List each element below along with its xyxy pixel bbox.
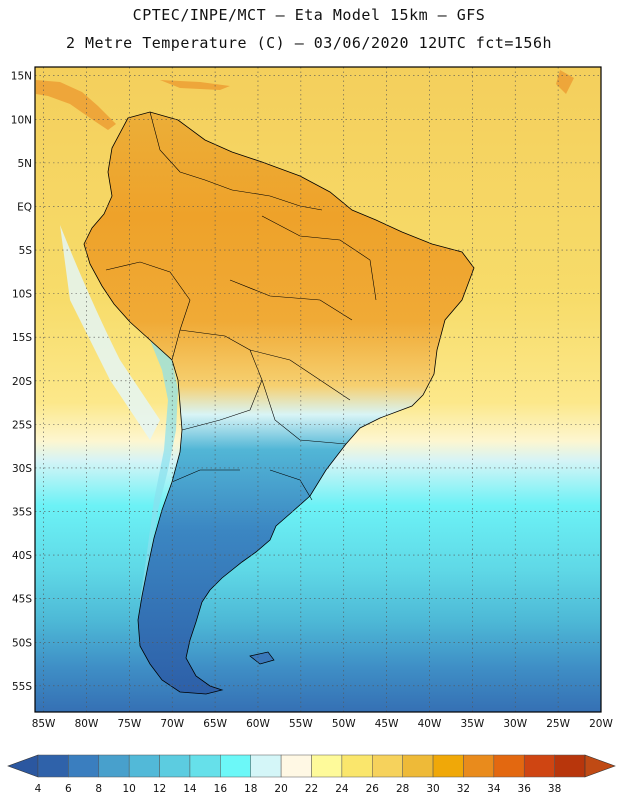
colorbar-tick-label: 34 <box>487 783 501 795</box>
colorbar-swatch <box>220 754 251 778</box>
colorbar-under-arrow <box>7 754 39 778</box>
colorbar-tick-label: 12 <box>153 783 166 795</box>
colorbar-swatch <box>463 754 495 778</box>
lat-label: 55S <box>12 681 32 693</box>
map-frame <box>34 66 602 713</box>
lat-label: 20S <box>12 376 32 388</box>
lon-label: 55W <box>289 718 313 730</box>
colorbar-swatch <box>250 754 282 778</box>
colorbar-swatch <box>341 754 373 778</box>
colorbar-tick-label: 32 <box>457 783 470 795</box>
colorbar-swatch <box>523 754 555 778</box>
colorbar-tick-label: 10 <box>122 783 135 795</box>
lat-label: EQ <box>17 201 32 213</box>
colorbar-tick-label: 24 <box>335 783 349 795</box>
map-subtitle: 2 Metre Temperature (C) – 03/06/2020 12U… <box>65 34 553 52</box>
colorbar-swatch <box>68 754 100 778</box>
lat-label: 45S <box>12 594 32 606</box>
colorbar-tick-label: 26 <box>366 783 380 795</box>
colorbar-tick-label: 22 <box>305 783 318 795</box>
colorbar-swatch <box>402 754 434 778</box>
lon-label: 35W <box>460 718 484 730</box>
lat-label: 15N <box>11 71 32 83</box>
central-america-landmass <box>36 80 116 130</box>
colorbar-swatch <box>432 754 464 778</box>
lon-label: 30W <box>503 718 527 730</box>
lon-label: 40W <box>418 718 442 730</box>
colorbar-tick-label: 6 <box>65 783 72 795</box>
colorbar-swatch <box>98 754 130 778</box>
colorbar-swatch <box>280 754 312 778</box>
map-title: CPTEC/INPE/MCT – Eta Model 15km – GFS <box>132 6 486 24</box>
lon-label: 65W <box>203 718 227 730</box>
colorbar-swatch <box>128 754 160 778</box>
colorbar-swatch <box>189 754 221 778</box>
lat-label: 35S <box>12 507 32 519</box>
latitude-labels: 15N 10N 5N EQ 5S 10S 15S 20S 25S 30S 35S 40S 45S 50S 5… <box>11 71 33 693</box>
colorbar-tick-label: 16 <box>214 783 228 795</box>
colorbar-tick-label: 20 <box>274 783 287 795</box>
lat-label: 50S <box>12 637 32 649</box>
colorbar-swatch <box>372 754 403 778</box>
lat-label: 10S <box>12 289 32 301</box>
lat-label: 30S <box>12 463 32 475</box>
colorbar-tick-label: 36 <box>518 783 532 795</box>
lon-label: 20W <box>589 718 613 730</box>
lon-label: 80W <box>75 718 99 730</box>
colorbar-tick-label: 30 <box>426 783 439 795</box>
lat-label: 15S <box>12 332 32 344</box>
lon-label: 45W <box>375 718 399 730</box>
lon-label: 25W <box>546 718 570 730</box>
lat-label: 5N <box>17 158 32 170</box>
colorbar-tick-label: 14 <box>183 783 197 795</box>
colorbar-swatch <box>554 754 586 778</box>
colorbar: 4 6 8 10 12 14 16 18 20 22 24 26 28 30 32 34 36 38 <box>7 754 616 795</box>
lon-label: 75W <box>117 718 141 730</box>
lat-label: 10N <box>11 114 32 126</box>
lat-label: 40S <box>12 550 32 562</box>
lat-label: 25S <box>12 419 32 431</box>
colorbar-over-arrow <box>584 754 616 778</box>
longitude-labels: 85W 80W 75W 70W 65W 60W 55W 50W 45W 40W 35W 30W 25W 2… <box>32 718 614 730</box>
colorbar-tick-label: 8 <box>95 783 102 795</box>
lon-label: 85W <box>32 718 56 730</box>
colorbar-swatch <box>37 754 69 778</box>
lat-label: 5S <box>19 245 33 257</box>
lon-label: 50W <box>332 718 356 730</box>
colorbar-tick-label: 4 <box>35 783 42 795</box>
lon-label: 60W <box>246 718 270 730</box>
colorbar-tick-label: 18 <box>244 783 257 795</box>
colorbar-tick-label: 38 <box>548 783 561 795</box>
country-borders <box>105 111 377 501</box>
colorbar-swatch <box>159 754 191 778</box>
lon-label: 70W <box>160 718 184 730</box>
colorbar-swatch <box>493 754 525 778</box>
colorbar-swatch <box>311 754 343 778</box>
colorbar-tick-label: 28 <box>396 783 409 795</box>
